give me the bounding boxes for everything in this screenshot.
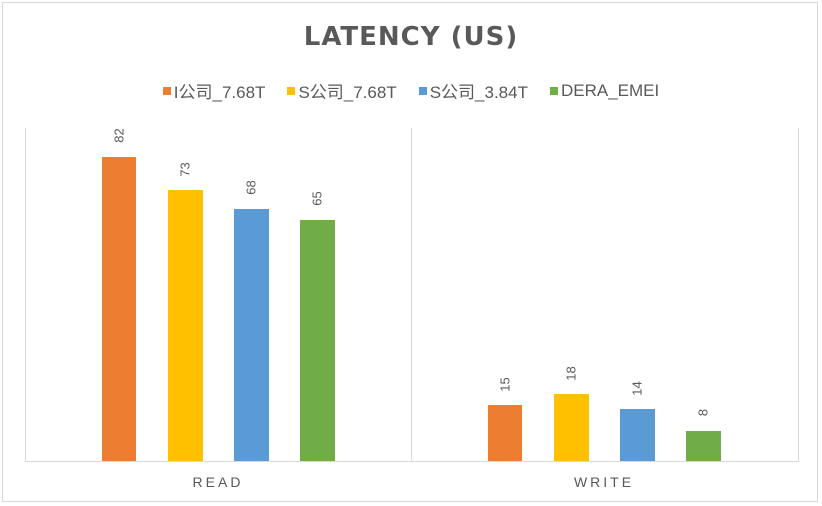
value-label: 8 — [695, 408, 711, 417]
bar-write-dera-emei — [686, 431, 721, 461]
bar-read-s-3.84t — [234, 209, 269, 461]
chart-legend: I公司_7.68T S公司_7.68T S公司_3.84T DERA_EMEI — [0, 78, 822, 103]
legend-item-s-3.84t: S公司_3.84T — [418, 78, 528, 103]
value-label: 65 — [309, 191, 325, 206]
bar-write-i-7.68t — [488, 405, 522, 461]
x-axis-label-read: READ — [192, 474, 244, 490]
bar-read-dera-emei — [300, 220, 335, 461]
value-label: 73 — [177, 162, 193, 177]
bar-read-i-7.68t — [102, 157, 136, 461]
value-label: 68 — [243, 180, 259, 195]
legend-swatch-icon — [549, 86, 558, 95]
legend-label: S公司_3.84T — [429, 83, 528, 102]
legend-label: DERA_EMEI — [560, 80, 660, 100]
bar-read-s-7.68t — [168, 190, 203, 461]
legend-item-i-7.68t: I公司_7.68T — [162, 78, 266, 103]
bar-write-s-7.68t — [554, 394, 589, 461]
x-axis-label-write: WRITE — [573, 474, 635, 490]
category-divider — [411, 128, 412, 461]
legend-item-dera-emei: DERA_EMEI — [549, 78, 660, 103]
value-label: 15 — [497, 377, 513, 392]
value-label: 82 — [111, 128, 127, 143]
legend-label: S公司_7.68T — [298, 83, 397, 102]
value-label: 18 — [563, 366, 579, 381]
legend-item-s-7.68t: S公司_7.68T — [287, 78, 397, 103]
legend-label: I公司_7.68T — [173, 83, 266, 102]
plot-area — [25, 128, 799, 462]
chart-title: LATENCY (US) — [303, 22, 519, 52]
legend-swatch-icon — [162, 86, 171, 95]
legend-swatch-icon — [287, 86, 296, 95]
value-label: 14 — [629, 381, 645, 396]
bar-write-s-3.84t — [620, 409, 655, 461]
legend-swatch-icon — [418, 86, 427, 95]
